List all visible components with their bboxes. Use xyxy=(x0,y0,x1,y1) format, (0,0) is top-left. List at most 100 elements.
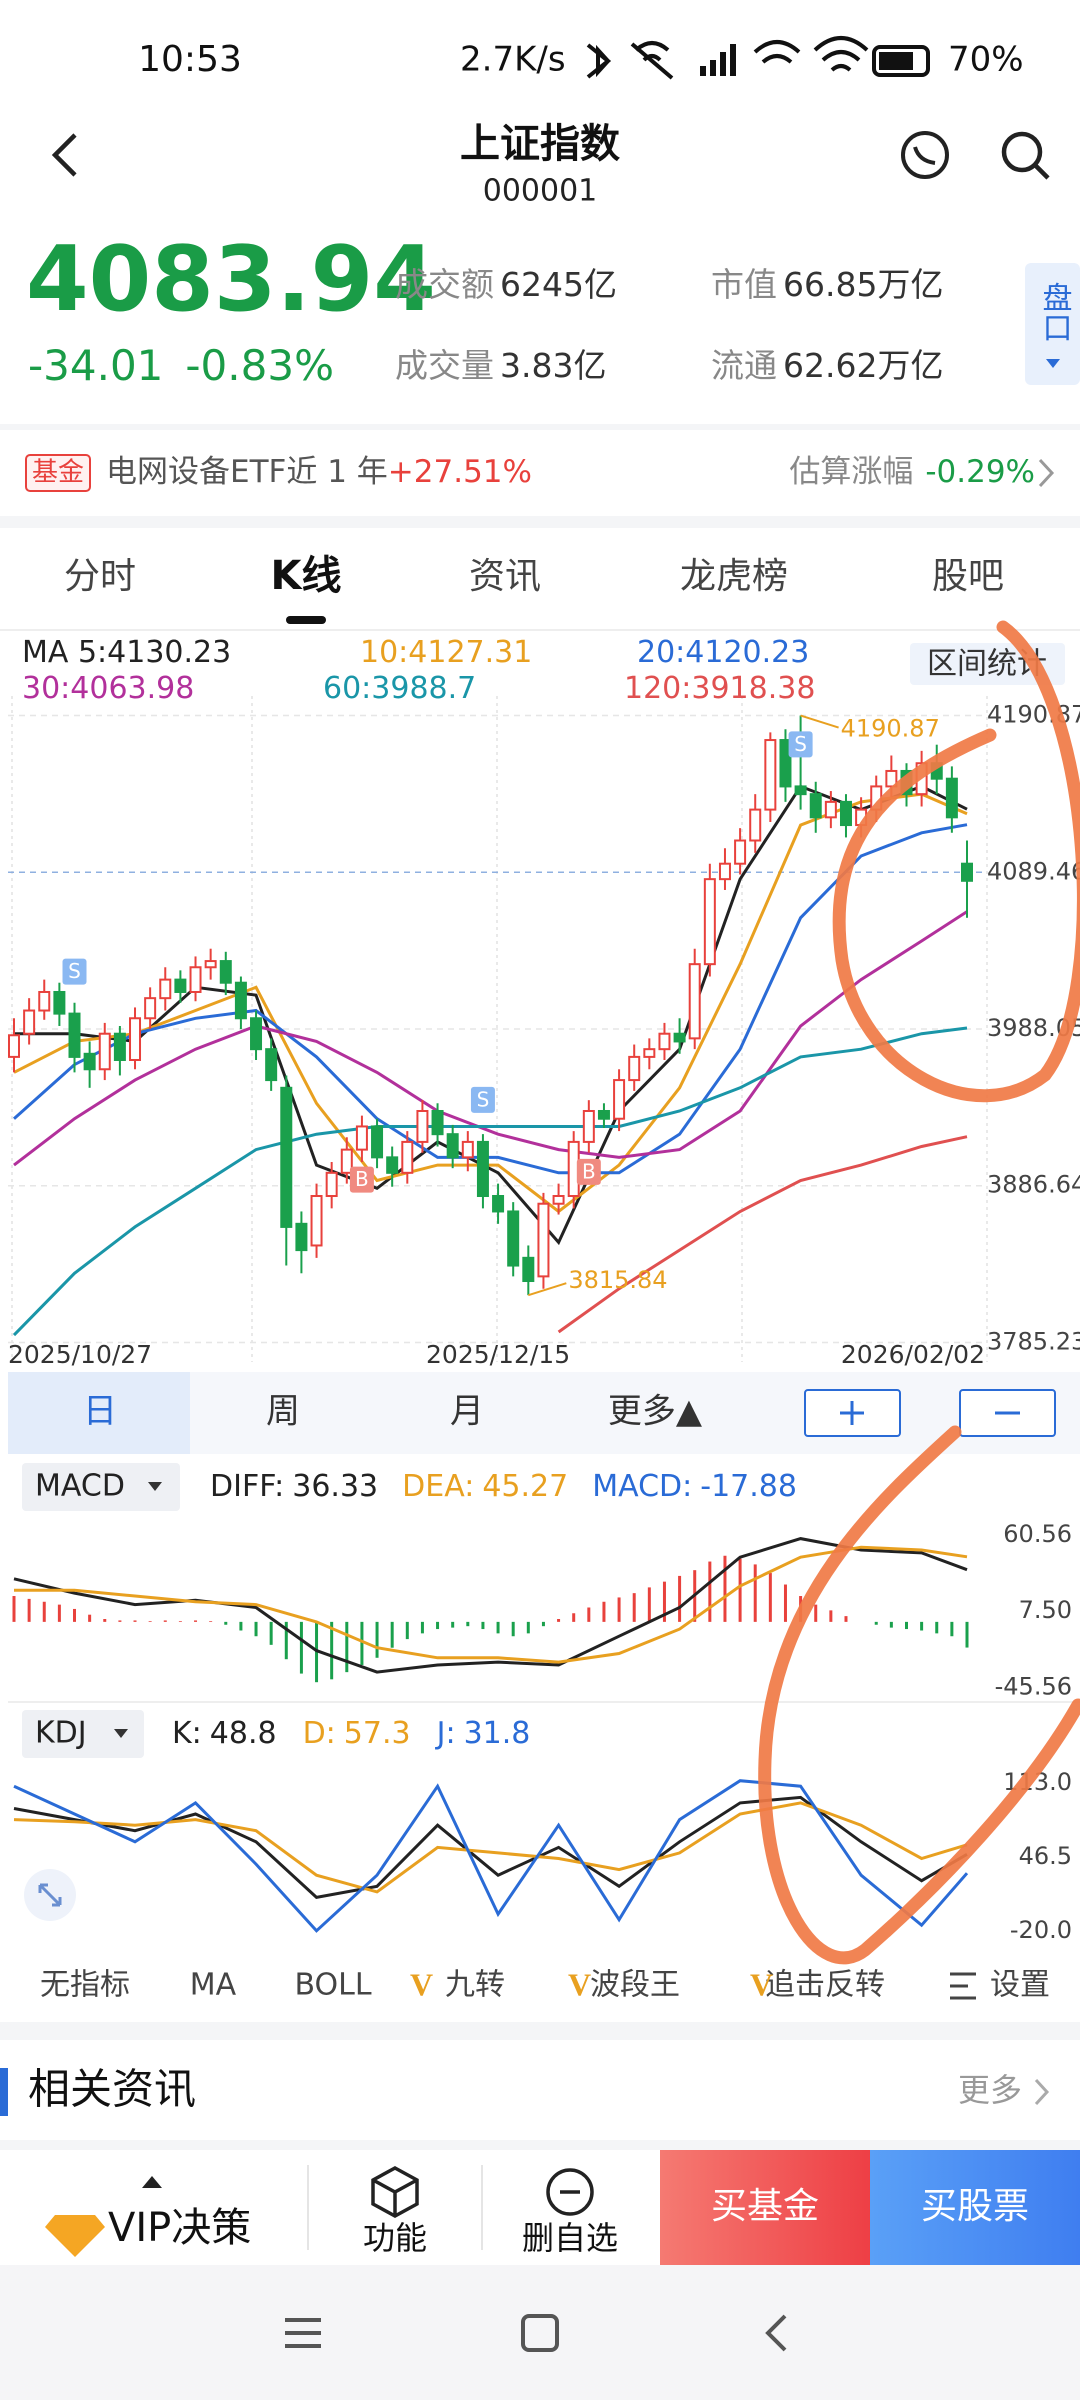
legend-value: 4127.31 xyxy=(408,635,532,670)
buy-fund-bg[interactable] xyxy=(660,2150,870,2265)
legend-value: 48.8 xyxy=(210,1716,277,1751)
stat-label: 流通 xyxy=(711,346,777,385)
divider xyxy=(0,424,1080,430)
buy-fund[interactable]: 买基金 xyxy=(711,2186,819,2227)
high-pointer xyxy=(800,714,839,729)
stat: 成交额 6245亿 xyxy=(395,265,617,304)
candle-body xyxy=(628,1055,641,1082)
indicator[interactable]: 设置 xyxy=(990,1968,1050,2003)
function-icon xyxy=(371,2166,419,2218)
candle-body xyxy=(522,1256,535,1283)
candle-body xyxy=(144,997,157,1020)
indicator-select[interactable]: KDJ xyxy=(35,1716,87,1751)
tab-indicator xyxy=(286,616,326,624)
v-icon: V xyxy=(410,1966,433,2002)
y-tick-label: 7.50 xyxy=(1019,1596,1072,1624)
indicator-line xyxy=(12,1026,968,1337)
y-tick-label: 60.56 xyxy=(1003,1520,1072,1548)
candle-body xyxy=(794,785,807,796)
side-tab[interactable] xyxy=(1025,263,1080,385)
period[interactable]: 周 xyxy=(266,1392,300,1432)
fund-est-label: 估算涨幅 xyxy=(789,454,913,490)
kdj-select[interactable] xyxy=(22,1710,144,1758)
macd-select[interactable] xyxy=(22,1463,180,1511)
periods: 日 周 月 更多▲ xyxy=(83,1392,703,1432)
signal-box xyxy=(576,1158,601,1185)
tab[interactable]: 分时 xyxy=(64,556,136,597)
news-more[interactable]: 更多 xyxy=(958,2071,1022,2109)
chevron xyxy=(1034,2078,1050,2106)
candle-body xyxy=(507,1210,520,1267)
candle-body xyxy=(734,839,747,865)
candle-body xyxy=(83,1052,96,1071)
divider xyxy=(0,2140,1080,2150)
chat-button[interactable] xyxy=(901,131,949,179)
period[interactable]: 日 xyxy=(83,1392,117,1432)
header-code: 000001 xyxy=(483,174,598,209)
high-label: 4190.87 xyxy=(841,715,940,743)
legend-name: J: xyxy=(435,1716,456,1751)
y-tick-label: -20.0 xyxy=(1010,1916,1072,1944)
indicator[interactable]: 九转 xyxy=(445,1968,505,2003)
fund-return: +27.51% xyxy=(388,454,532,490)
candle-body xyxy=(945,777,958,819)
nav-buttons[interactable] xyxy=(285,2314,787,2352)
candle-body xyxy=(401,1140,414,1174)
indicator-line xyxy=(557,1135,968,1334)
function-button[interactable]: 功能 xyxy=(363,2219,427,2257)
tab[interactable]: 资讯 xyxy=(469,556,541,597)
v-grid xyxy=(11,696,988,1362)
fund-name[interactable]: 电网设备ETF近 1 年 xyxy=(106,454,388,490)
back-button[interactable] xyxy=(51,133,77,177)
buy-stock[interactable]: 买股票 xyxy=(921,2186,1029,2227)
fund-est: 估算涨幅 -0.29% xyxy=(789,454,1035,490)
legend-name: DIFF: xyxy=(210,1469,284,1504)
candle-body xyxy=(824,800,837,819)
fund-tag: 基金 xyxy=(32,458,84,488)
candle-body xyxy=(340,1148,353,1174)
search-button[interactable] xyxy=(1001,131,1050,180)
legend-item: 60:3988.7 xyxy=(323,671,476,706)
indicator-line xyxy=(13,792,968,1214)
period[interactable]: 月 xyxy=(450,1392,484,1432)
indicator-line xyxy=(13,823,968,1175)
status-icons xyxy=(586,36,930,80)
indicator[interactable]: 追击反转 xyxy=(765,1968,885,2003)
y-tick-label: 3886.64 xyxy=(987,1171,1080,1199)
candle-body xyxy=(416,1109,429,1143)
candle-body xyxy=(492,1195,505,1213)
indicator-line xyxy=(13,1801,968,1894)
low-pointer xyxy=(528,1282,567,1297)
stat-label: 成交量 xyxy=(395,346,494,385)
remove-icon xyxy=(546,2168,594,2216)
tab[interactable]: K线 xyxy=(271,553,342,599)
indicator[interactable]: BOLL xyxy=(294,1968,371,2003)
price: 4083.94 xyxy=(26,227,436,332)
tab[interactable]: 股吧 xyxy=(932,556,1004,597)
x-tick-label: 2025/10/27 xyxy=(8,1340,152,1369)
signal-box xyxy=(788,731,813,758)
indicator[interactable]: MA xyxy=(190,1968,237,2003)
divider xyxy=(0,516,1080,528)
period[interactable]: 更多▲ xyxy=(608,1392,703,1432)
buy-stock-bg[interactable] xyxy=(870,2150,1080,2265)
expand-icon[interactable] xyxy=(24,1869,76,1921)
vip[interactable]: VIP决策 xyxy=(108,2205,251,2251)
indicator-select[interactable]: MACD xyxy=(35,1469,125,1504)
tab[interactable]: 龙虎榜 xyxy=(680,556,788,597)
side-tab-label[interactable]: 盘口 xyxy=(1037,282,1072,342)
indicator[interactable]: 波段王 xyxy=(590,1968,680,2003)
candle-body xyxy=(718,862,731,881)
candle-body xyxy=(446,1133,459,1159)
x-tick-label: 2026/02/02 xyxy=(841,1340,985,1369)
v-icon: V xyxy=(750,1966,773,2002)
indicator[interactable]: 无指标 xyxy=(40,1968,130,2003)
legend-value: 3988.7 xyxy=(371,671,476,706)
candle-body xyxy=(537,1202,550,1278)
remove-button[interactable]: 删自选 xyxy=(522,2219,618,2257)
legend-value: 57.3 xyxy=(344,1716,411,1751)
candle-body xyxy=(174,978,187,993)
fund-text[interactable]: 电网设备ETF近 1 年+27.51% xyxy=(106,454,532,490)
indicator-line xyxy=(14,1545,968,1664)
